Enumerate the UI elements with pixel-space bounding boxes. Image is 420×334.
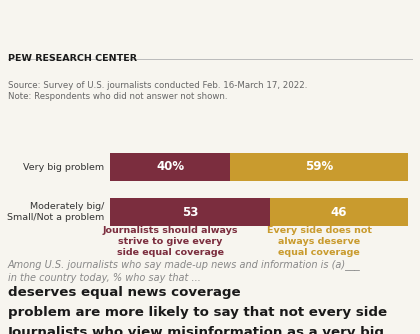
Text: Among U.S. journalists who say made-up news and information is (a)___
in the cou: Among U.S. journalists who say made-up n… <box>8 259 361 283</box>
Text: deserves equal news coverage: deserves equal news coverage <box>8 286 241 299</box>
Text: Every side does not
always deserve
equal coverage: Every side does not always deserve equal… <box>267 226 372 257</box>
Text: Very big problem: Very big problem <box>23 163 104 171</box>
Bar <box>110 153 231 181</box>
Text: Source: Survey of U.S. journalists conducted Feb. 16-March 17, 2022.: Source: Survey of U.S. journalists condu… <box>8 81 307 90</box>
Bar <box>231 153 408 181</box>
Text: PEW RESEARCH CENTER: PEW RESEARCH CENTER <box>8 54 137 63</box>
Bar <box>110 198 270 226</box>
Bar <box>270 198 408 226</box>
Text: Journalists should always
strive to give every
side equal coverage: Journalists should always strive to give… <box>102 226 238 257</box>
Text: 46: 46 <box>331 205 347 218</box>
Text: 40%: 40% <box>156 161 184 173</box>
Text: Note: Respondents who did not answer not shown.: Note: Respondents who did not answer not… <box>8 92 228 101</box>
Text: 53: 53 <box>181 205 198 218</box>
Text: Journalists who view misinformation as a very big: Journalists who view misinformation as a… <box>8 326 385 334</box>
Text: problem are more likely to say that not every side: problem are more likely to say that not … <box>8 306 387 319</box>
Text: Moderately big/
Small/Not a problem: Moderately big/ Small/Not a problem <box>7 202 104 222</box>
Text: 59%: 59% <box>305 161 333 173</box>
